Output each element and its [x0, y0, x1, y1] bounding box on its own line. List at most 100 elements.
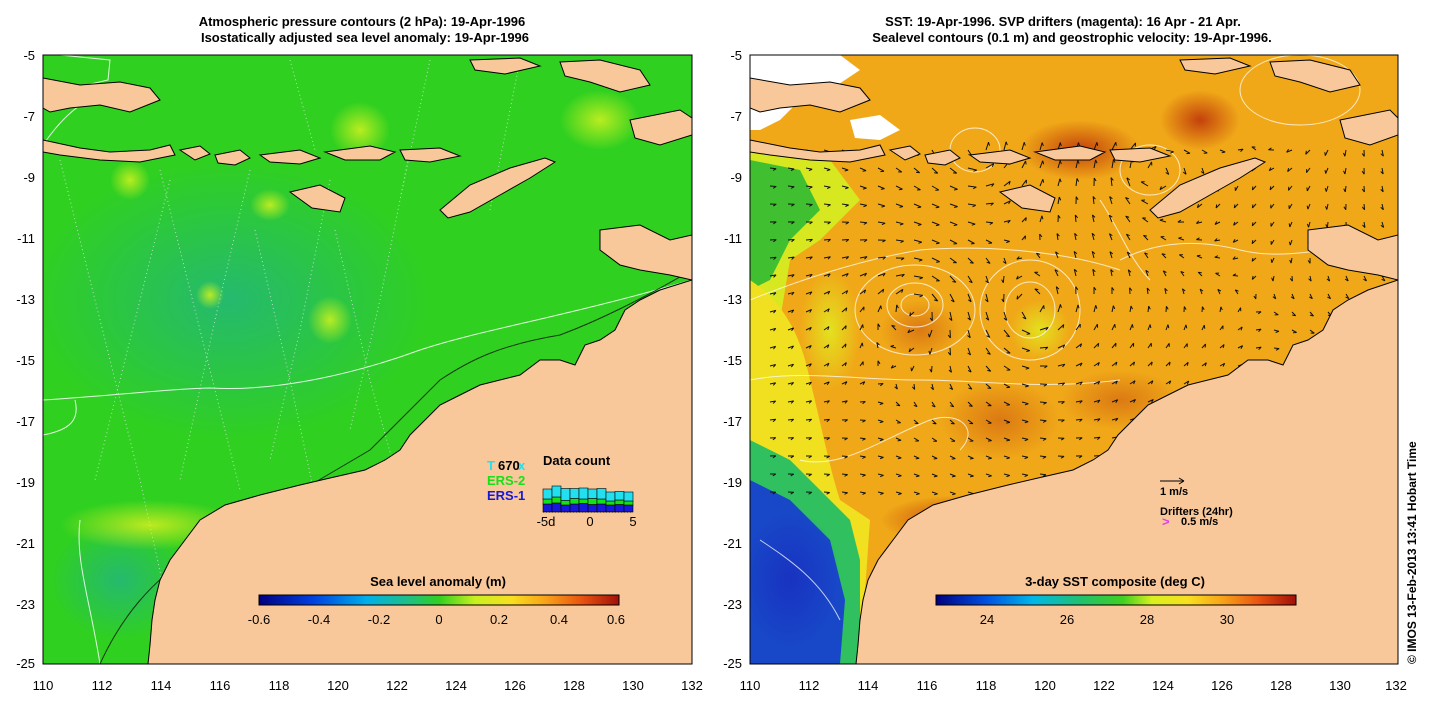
velocity-vector — [949, 473, 956, 478]
velocity-vector — [1021, 383, 1029, 388]
velocity-vector — [1308, 275, 1312, 282]
velocity-vector — [1144, 252, 1149, 259]
velocity-vector — [1237, 307, 1242, 313]
velocity-vector — [1289, 275, 1293, 282]
left-y-tick: -23 — [16, 597, 35, 612]
velocity-vector — [967, 437, 974, 442]
velocity-vector — [985, 275, 989, 284]
velocity-vector — [823, 473, 830, 477]
velocity-vector — [1092, 196, 1096, 205]
velocity-vector — [1343, 167, 1347, 175]
velocity-vector — [913, 203, 922, 209]
velocity-vector — [1273, 329, 1280, 333]
timor-island — [1149, 157, 1267, 219]
velocity-vector — [1361, 203, 1366, 211]
sst-colorbar-ramp — [935, 594, 1297, 606]
velocity-vector — [1306, 203, 1311, 210]
velocity-vector — [1219, 149, 1226, 154]
velocity-vector — [859, 491, 866, 495]
right-x-tick: 124 — [1152, 678, 1174, 693]
velocity-vector — [1253, 293, 1257, 300]
velocity-vector — [895, 221, 904, 226]
velocity-vector — [947, 347, 951, 356]
velocity-vector — [1021, 437, 1029, 442]
velocity-vector — [1343, 149, 1347, 157]
sst-warm-patch — [880, 300, 960, 360]
right-x-tick: 130 — [1329, 678, 1351, 693]
velocity-vector — [1287, 167, 1293, 172]
velocity-vector — [1286, 149, 1293, 153]
velocity-vector — [1147, 398, 1154, 403]
velocity-vector — [1125, 233, 1131, 241]
velocity-vector — [769, 455, 777, 459]
velocity-vector — [1201, 362, 1207, 367]
velocity-vector — [1093, 436, 1101, 440]
velocity-vector — [769, 364, 777, 368]
velocity-vector — [1016, 293, 1023, 300]
data-count-bars — [542, 485, 634, 513]
velocity-vector — [1056, 233, 1060, 241]
velocity-vector — [787, 455, 795, 459]
right-y-tick: -17 — [723, 414, 742, 429]
velocity-vector — [823, 491, 830, 495]
velocity-vector — [929, 365, 933, 373]
velocity-vector — [967, 275, 973, 284]
velocity-vector — [769, 221, 777, 225]
velocity-vector — [948, 311, 953, 321]
velocity-vector — [1021, 235, 1026, 241]
velocity-vector — [1126, 177, 1131, 187]
velocity-vector — [769, 345, 777, 350]
velocity-vector — [787, 418, 795, 422]
data-count-bar — [560, 488, 571, 501]
velocity-vector — [1093, 418, 1101, 422]
velocity-vector — [949, 239, 958, 245]
velocity-vector — [841, 419, 848, 423]
velocity-vector — [841, 221, 850, 225]
data-count-bar — [569, 498, 580, 505]
right-x-tick: 132 — [1385, 678, 1407, 693]
velocity-vector — [1324, 167, 1329, 174]
velocity-vector — [787, 185, 795, 189]
velocity-vector — [1344, 275, 1349, 282]
velocity-key: 1 m/s Drifters (24hr) > 0.5 m/s — [1160, 477, 1233, 529]
velocity-vector — [985, 202, 994, 206]
velocity-vector — [967, 419, 974, 425]
velocity-vector — [895, 167, 903, 173]
velocity-vector — [1272, 293, 1277, 300]
velocity-vector — [967, 473, 974, 478]
velocity-vector — [1309, 311, 1314, 317]
velocity-vector — [1109, 196, 1113, 205]
australia-mainland — [855, 279, 1398, 664]
velocity-vector — [985, 401, 992, 407]
velocity-vector — [841, 167, 849, 172]
left-y-tick: -21 — [16, 536, 35, 551]
velocity-vector — [1093, 159, 1098, 169]
java-island — [43, 139, 176, 163]
velocity-vector — [1075, 400, 1083, 404]
velocity-vector — [931, 239, 940, 245]
velocity-vector — [967, 329, 971, 339]
velocity-vector — [1251, 257, 1257, 262]
right-y-tick: -5 — [730, 48, 742, 63]
velocity-vector — [895, 419, 901, 424]
velocity-vector — [1091, 232, 1096, 241]
velocity-vector — [1233, 221, 1239, 226]
velocity-vector — [1273, 347, 1280, 351]
left-x-tick: 122 — [386, 678, 408, 693]
velocity-vector — [967, 401, 973, 407]
velocity-vector — [1057, 196, 1062, 205]
velocity-vector — [1003, 239, 1010, 244]
left-x-tick: 126 — [504, 678, 526, 693]
velocity-vector — [913, 455, 920, 460]
velocity-vector — [769, 400, 777, 404]
velocity-vector — [787, 400, 795, 404]
velocity-vector — [1034, 271, 1041, 277]
velocity-vector — [805, 418, 813, 422]
velocity-vector — [805, 344, 812, 349]
velocity-vector — [1326, 275, 1331, 282]
sat-topex-suffix: x — [518, 458, 526, 473]
velocity-vector — [1363, 275, 1367, 282]
northern-islands — [469, 57, 692, 146]
velocity-vector — [1237, 148, 1244, 152]
velocity-vector — [1361, 149, 1365, 157]
